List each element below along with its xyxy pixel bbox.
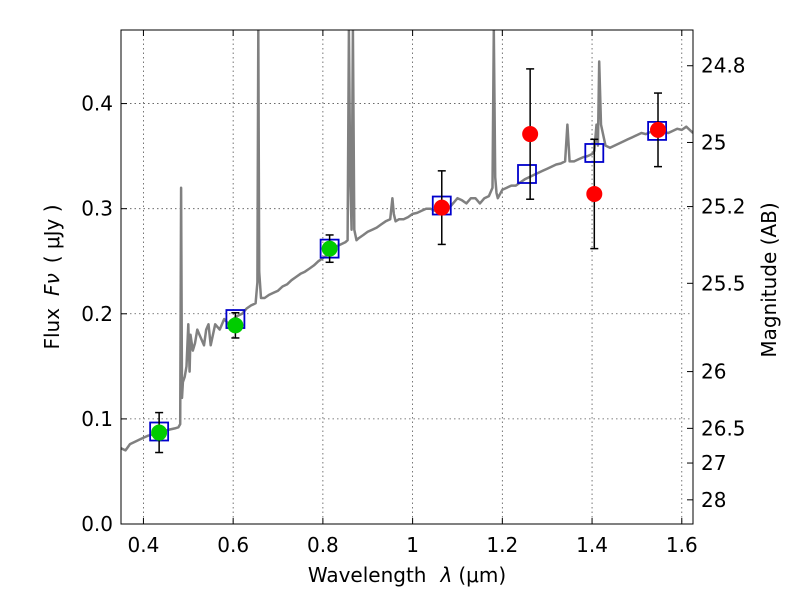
y2-tick-label: 26 [701,360,726,384]
y2-tick-label: 24.8 [701,54,746,78]
y2-tick-label: 25.2 [701,195,746,219]
x-tick-label: 1.2 [486,533,518,557]
y2-axis-title: Magnitude (AB) [757,202,781,357]
photometry-point [433,199,450,216]
x-tick-label: 0.4 [128,533,160,557]
y2-tick-label: 25 [701,130,726,154]
y-tick-label: 0.3 [81,197,113,221]
photometry-point [227,317,244,334]
y2-tick-label: 27 [701,451,726,475]
y-tick-label: 0.4 [81,92,113,116]
y2-tick-label: 26.5 [701,416,746,440]
y2-tick-label: 28 [701,488,726,512]
plot-frame [120,29,694,525]
x-tick-label: 1 [406,533,419,557]
y-axis-title: FluxFν( μJy ) [40,204,64,349]
y-tick-label: 0.0 [81,512,113,536]
photometry-point [586,185,603,202]
x-tick-label: 0.6 [217,533,249,557]
model-photometry-square [517,164,537,184]
plot-clip-group [121,30,693,454]
photometry-point [650,121,667,138]
y-tick-label: 0.1 [81,407,113,431]
y-tick-label: 0.2 [81,302,113,326]
x-tick-label: 1.4 [576,533,608,557]
x-axis-title: Wavelength λ (μm) [308,563,506,587]
grid [121,30,693,524]
plot-area [121,30,693,454]
x-tick-label: 0.8 [307,533,339,557]
photometry-point [151,424,168,441]
photometry-point [522,126,539,143]
model-sed-line [121,30,693,452]
axis-ticks: 0.4 0.6 0.8 1 1.2 1.4 1.6 0.0 0.1 0.2 0.3 0.4 24.8 25… [81,30,746,557]
y2-tick-label: 25.5 [701,271,746,295]
photometry-point [321,240,338,257]
x-tick-label: 1.6 [666,533,698,557]
